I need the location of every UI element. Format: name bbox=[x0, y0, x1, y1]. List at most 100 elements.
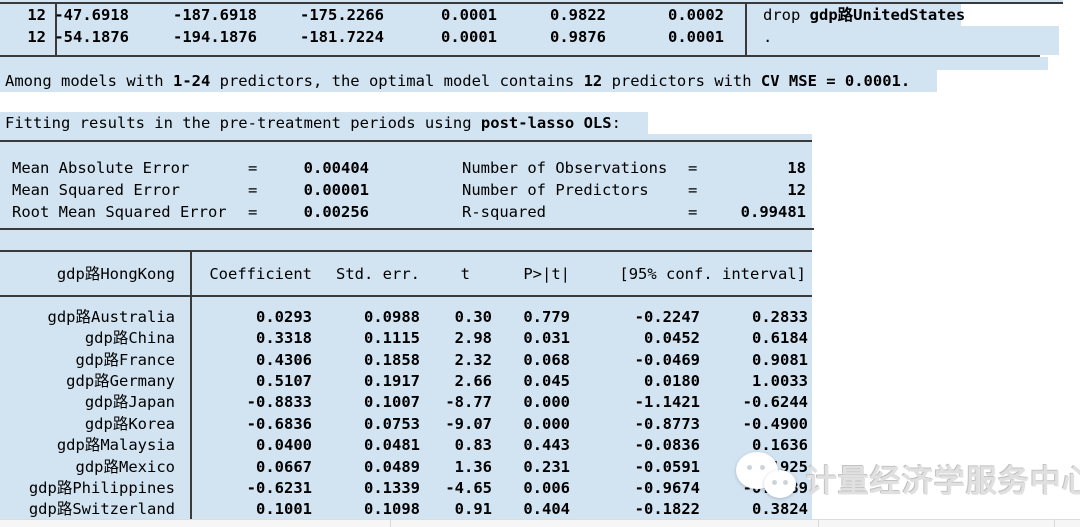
ci-upper: 0.2833 bbox=[752, 308, 808, 326]
strip-divider bbox=[818, 519, 819, 527]
stat-value: 0.00001 bbox=[303, 181, 369, 199]
std-err-value: 0.1917 bbox=[364, 372, 420, 390]
coef-row: gdp路China 0.3318 0.1115 2.98 0.031 0.045… bbox=[0, 327, 1080, 349]
summary-text: predictors with bbox=[602, 72, 761, 90]
coef-row: gdp路Malaysia 0.0400 0.0481 0.83 0.443 -0… bbox=[0, 434, 1080, 456]
stat-label: R-squared bbox=[462, 203, 546, 221]
equals-sign: = bbox=[688, 181, 698, 199]
action-verb: . bbox=[763, 28, 773, 46]
window-bottom-strip bbox=[0, 519, 1080, 527]
fitting-results-heading: Fitting results in the pre-treatment per… bbox=[0, 112, 1080, 134]
selection-highlight bbox=[0, 26, 1059, 55]
predictor-name: gdp路China bbox=[84, 329, 175, 347]
predictor-name: gdp路Malaysia bbox=[56, 436, 175, 454]
p-value: 0.443 bbox=[523, 436, 570, 454]
coef-row: gdp路France 0.4306 0.1858 2.32 0.068 -0.0… bbox=[0, 349, 1080, 371]
selection-highlight bbox=[0, 57, 1048, 70]
depvar-label: gdp路HongKong bbox=[56, 265, 175, 283]
coefficient-value: -0.8833 bbox=[246, 393, 312, 411]
stat-value: 0.9822 bbox=[550, 6, 606, 24]
p-value: 0.404 bbox=[523, 500, 570, 518]
fit-stats-row: Mean Squared Error = 0.00001 Number of P… bbox=[0, 179, 1080, 201]
predictor-name: gdp路Philippines bbox=[28, 479, 175, 497]
std-err-value: 0.0481 bbox=[364, 436, 420, 454]
coefficient-value: 0.4306 bbox=[256, 351, 312, 369]
std-err-value: 0.0753 bbox=[364, 415, 420, 433]
fitting-section-rule bbox=[0, 140, 812, 142]
coef-table-divider bbox=[190, 252, 192, 519]
coef-row: gdp路Philippines -0.6231 0.1339 -4.65 0.0… bbox=[0, 477, 1080, 499]
t-value: 0.30 bbox=[454, 308, 492, 326]
selection-highlight bbox=[0, 112, 648, 134]
stat-value: 0.0002 bbox=[668, 6, 724, 24]
stats-bottom-rule bbox=[0, 228, 814, 230]
stat-label: Root Mean Squared Error bbox=[12, 203, 227, 221]
table-rule-top bbox=[0, 2, 1063, 4]
lasso-action-text: . bbox=[763, 26, 772, 48]
coefficient-value: 0.0293 bbox=[256, 308, 312, 326]
optimal-model-summary: Among models with 1-24 predictors, the o… bbox=[0, 70, 1080, 92]
stat-value: -54.1876 bbox=[54, 28, 129, 46]
ci-upper: 1.0033 bbox=[752, 372, 808, 390]
stat-value: -175.2266 bbox=[300, 6, 384, 24]
heading-text: Fitting results in the pre-treatment per… bbox=[5, 114, 481, 132]
coefficient-value: -0.6231 bbox=[246, 479, 312, 497]
selection-highlight bbox=[0, 134, 812, 519]
lasso-action-text: drop gdp路UnitedStates bbox=[763, 4, 965, 26]
knot-table-divider bbox=[55, 4, 57, 55]
std-err-value: 0.0489 bbox=[364, 458, 420, 476]
cv-mse-value: CV MSE = 0.0001. bbox=[760, 72, 911, 90]
optimal-predictor-count: 12 bbox=[583, 72, 603, 90]
coef-row: gdp路Germany 0.5107 0.1917 2.66 0.045 0.0… bbox=[0, 370, 1080, 392]
ci-lower: -0.0469 bbox=[634, 351, 700, 369]
coef-row: gdp路Korea -0.6836 0.0753 -9.07 0.000 -0.… bbox=[0, 413, 1080, 435]
fit-stats-row: Root Mean Squared Error = 0.00256 R-squa… bbox=[0, 201, 1080, 223]
t-value: 0.83 bbox=[454, 436, 492, 454]
stat-value: 0.99481 bbox=[740, 203, 806, 221]
fit-stats-row: Mean Absolute Error = 0.00404 Number of … bbox=[0, 157, 1080, 179]
ci-lower: 0.0452 bbox=[644, 329, 700, 347]
ci-upper: 0.1636 bbox=[752, 436, 808, 454]
coef-row: gdp路Switzerland 0.1001 0.1098 0.91 0.404… bbox=[0, 498, 1080, 520]
std-err-value: 0.1339 bbox=[364, 479, 420, 497]
stat-value: -181.7224 bbox=[300, 28, 384, 46]
coefficient-value: 0.0400 bbox=[256, 436, 312, 454]
stat-value: 0.0001 bbox=[441, 28, 497, 46]
predictor-name: gdp路Korea bbox=[84, 415, 175, 433]
predictor-name: gdp路France bbox=[75, 351, 176, 369]
stat-value: -47.6918 bbox=[54, 6, 129, 24]
ci-upper: -0.4900 bbox=[742, 415, 808, 433]
heading-text: : bbox=[611, 114, 621, 132]
coefficient-value: 0.0667 bbox=[256, 458, 312, 476]
coefficient-value: -0.6836 bbox=[246, 415, 312, 433]
stat-value: 0.0001 bbox=[441, 6, 497, 24]
p-value: 0.779 bbox=[523, 308, 570, 326]
strip-divider bbox=[390, 519, 391, 527]
std-err-value: 0.1098 bbox=[364, 500, 420, 518]
stat-label: Mean Squared Error bbox=[12, 181, 180, 199]
command-column-divider bbox=[745, 4, 747, 55]
coef-row: gdp路Mexico 0.0667 0.0489 1.36 0.231 -0.0… bbox=[0, 456, 1080, 478]
ci-upper: 0.6184 bbox=[752, 329, 808, 347]
stat-value: 0.00404 bbox=[303, 159, 369, 177]
p-value: 0.006 bbox=[523, 479, 570, 497]
ci-upper: -0.2789 bbox=[742, 479, 808, 497]
t-value: -4.65 bbox=[445, 479, 492, 497]
estimator-name: post-lasso OLS bbox=[480, 114, 612, 132]
predictor-name: gdp路Germany bbox=[66, 372, 175, 390]
t-value: 2.32 bbox=[454, 351, 492, 369]
stat-value: 12 bbox=[787, 181, 806, 199]
stat-label: Number of Predictors bbox=[462, 181, 649, 199]
t-value: 2.66 bbox=[454, 372, 492, 390]
ci-lower: -0.1822 bbox=[634, 500, 700, 518]
selection-highlight bbox=[0, 70, 937, 92]
stat-label: Mean Absolute Error bbox=[12, 159, 190, 177]
knot-table-row: 12 -47.6918 -187.6918 -175.2266 0.0001 0… bbox=[0, 4, 1080, 26]
action-verb: drop bbox=[763, 6, 810, 24]
t-value: -8.77 bbox=[445, 393, 492, 411]
coef-table-top-rule bbox=[0, 250, 812, 252]
stat-value: 0.9876 bbox=[550, 28, 606, 46]
dropped-variable: gdp路UnitedStates bbox=[809, 6, 966, 24]
predictor-range: 1-24 bbox=[172, 72, 211, 90]
